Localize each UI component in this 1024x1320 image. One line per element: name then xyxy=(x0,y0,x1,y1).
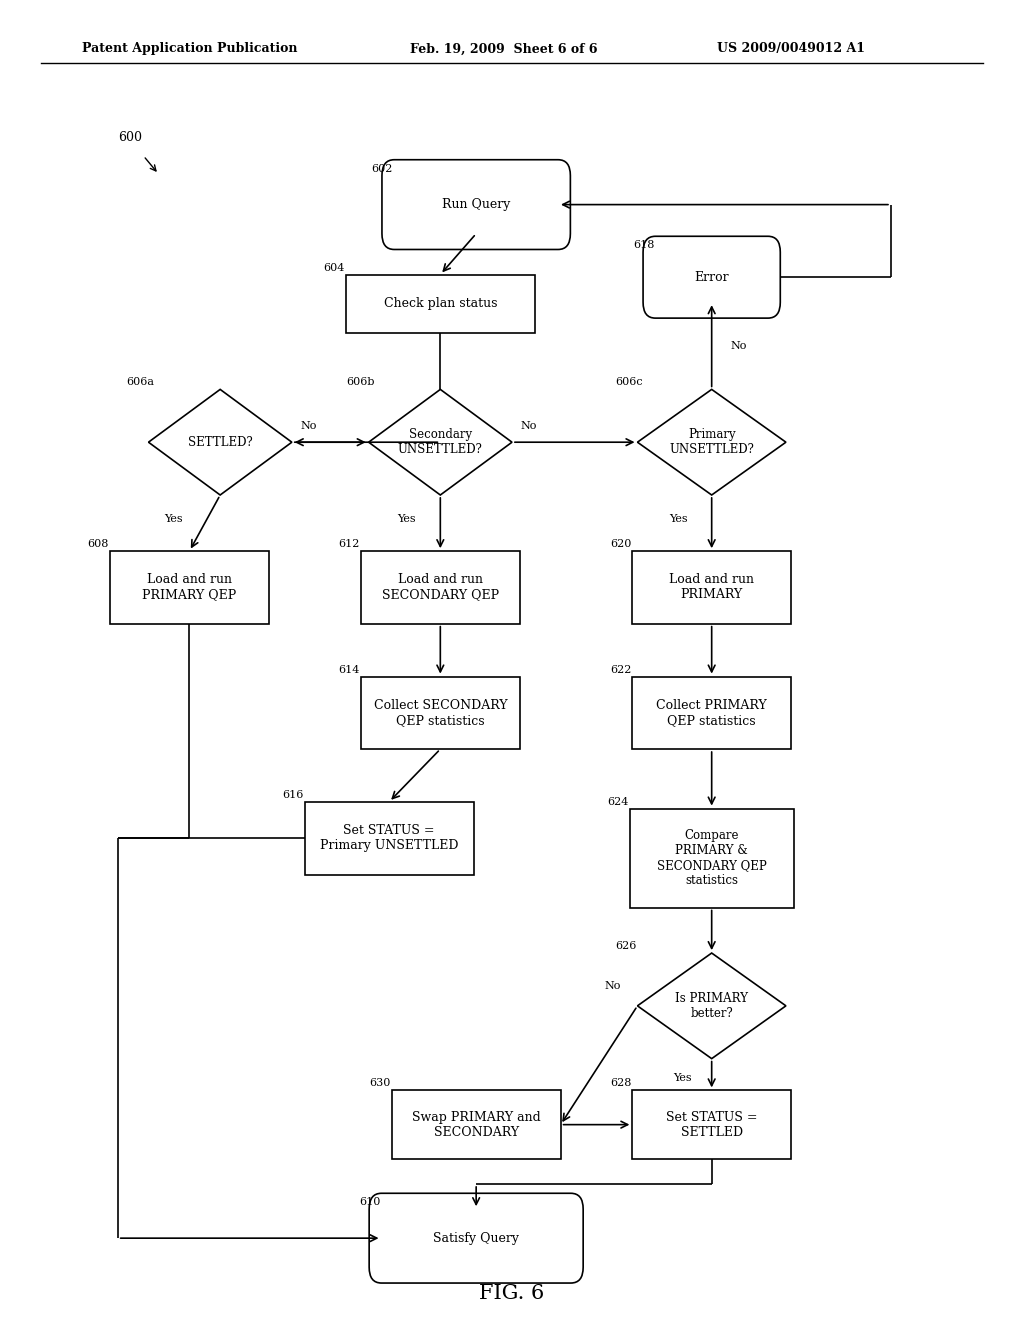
Polygon shape xyxy=(637,389,786,495)
Bar xyxy=(346,275,535,333)
Text: Secondary
UNSETTLED?: Secondary UNSETTLED? xyxy=(398,428,482,457)
Bar xyxy=(391,1090,561,1159)
Bar xyxy=(360,552,519,623)
FancyBboxPatch shape xyxy=(382,160,570,249)
Text: Is PRIMARY
better?: Is PRIMARY better? xyxy=(675,991,749,1020)
Text: Collect SECONDARY
QEP statistics: Collect SECONDARY QEP statistics xyxy=(374,698,507,727)
Bar xyxy=(632,1090,791,1159)
Text: 626: 626 xyxy=(614,941,636,952)
FancyBboxPatch shape xyxy=(643,236,780,318)
Text: Set STATUS =
SETTLED: Set STATUS = SETTLED xyxy=(666,1110,758,1139)
Text: 606a: 606a xyxy=(126,378,154,388)
Text: 612: 612 xyxy=(338,539,359,549)
Text: 630: 630 xyxy=(369,1078,390,1089)
Text: No: No xyxy=(520,421,537,432)
Text: Load and run
SECONDARY QEP: Load and run SECONDARY QEP xyxy=(382,573,499,602)
Text: 620: 620 xyxy=(609,539,631,549)
Text: Load and run
PRIMARY QEP: Load and run PRIMARY QEP xyxy=(142,573,237,602)
Bar xyxy=(360,676,519,750)
Bar xyxy=(632,552,791,623)
Text: 602: 602 xyxy=(372,164,393,174)
Text: 610: 610 xyxy=(359,1197,380,1208)
Bar xyxy=(630,808,794,908)
Text: No: No xyxy=(604,981,621,991)
Text: Error: Error xyxy=(694,271,729,284)
Text: 604: 604 xyxy=(324,263,344,273)
Text: 622: 622 xyxy=(609,664,631,675)
Text: 624: 624 xyxy=(607,796,629,807)
Bar xyxy=(305,803,473,875)
Text: Patent Application Publication: Patent Application Publication xyxy=(82,42,297,55)
Text: Yes: Yes xyxy=(164,513,182,524)
Text: Feb. 19, 2009  Sheet 6 of 6: Feb. 19, 2009 Sheet 6 of 6 xyxy=(410,42,597,55)
Text: US 2009/0049012 A1: US 2009/0049012 A1 xyxy=(717,42,865,55)
Text: No: No xyxy=(300,421,316,432)
Text: Compare
PRIMARY &
SECONDARY QEP
statistics: Compare PRIMARY & SECONDARY QEP statisti… xyxy=(656,829,767,887)
Polygon shape xyxy=(148,389,292,495)
Text: FIG. 6: FIG. 6 xyxy=(479,1284,545,1303)
FancyBboxPatch shape xyxy=(370,1193,584,1283)
Text: Check plan status: Check plan status xyxy=(384,297,497,310)
Text: Load and run
PRIMARY: Load and run PRIMARY xyxy=(669,573,755,602)
Polygon shape xyxy=(369,389,512,495)
Bar xyxy=(632,676,791,750)
Text: Satisfy Query: Satisfy Query xyxy=(433,1232,519,1245)
Text: 600: 600 xyxy=(118,131,141,144)
Text: 614: 614 xyxy=(338,664,359,675)
Text: 618: 618 xyxy=(633,240,654,251)
Text: 628: 628 xyxy=(609,1078,631,1089)
Text: Yes: Yes xyxy=(397,513,416,524)
Text: Collect PRIMARY
QEP statistics: Collect PRIMARY QEP statistics xyxy=(656,698,767,727)
Text: Set STATUS =
Primary UNSETTLED: Set STATUS = Primary UNSETTLED xyxy=(319,824,459,853)
Text: 606c: 606c xyxy=(614,378,642,388)
Text: Run Query: Run Query xyxy=(442,198,510,211)
Text: Swap PRIMARY and
SECONDARY: Swap PRIMARY and SECONDARY xyxy=(412,1110,541,1139)
Text: 616: 616 xyxy=(282,789,303,800)
Bar xyxy=(111,552,268,623)
Text: 606b: 606b xyxy=(346,378,375,388)
Text: Yes: Yes xyxy=(669,513,687,524)
Text: Primary
UNSETTLED?: Primary UNSETTLED? xyxy=(670,428,754,457)
Text: Yes: Yes xyxy=(673,1073,691,1084)
Text: No: No xyxy=(730,341,746,351)
Text: 608: 608 xyxy=(87,539,109,549)
Text: SETTLED?: SETTLED? xyxy=(187,436,253,449)
Polygon shape xyxy=(637,953,786,1059)
